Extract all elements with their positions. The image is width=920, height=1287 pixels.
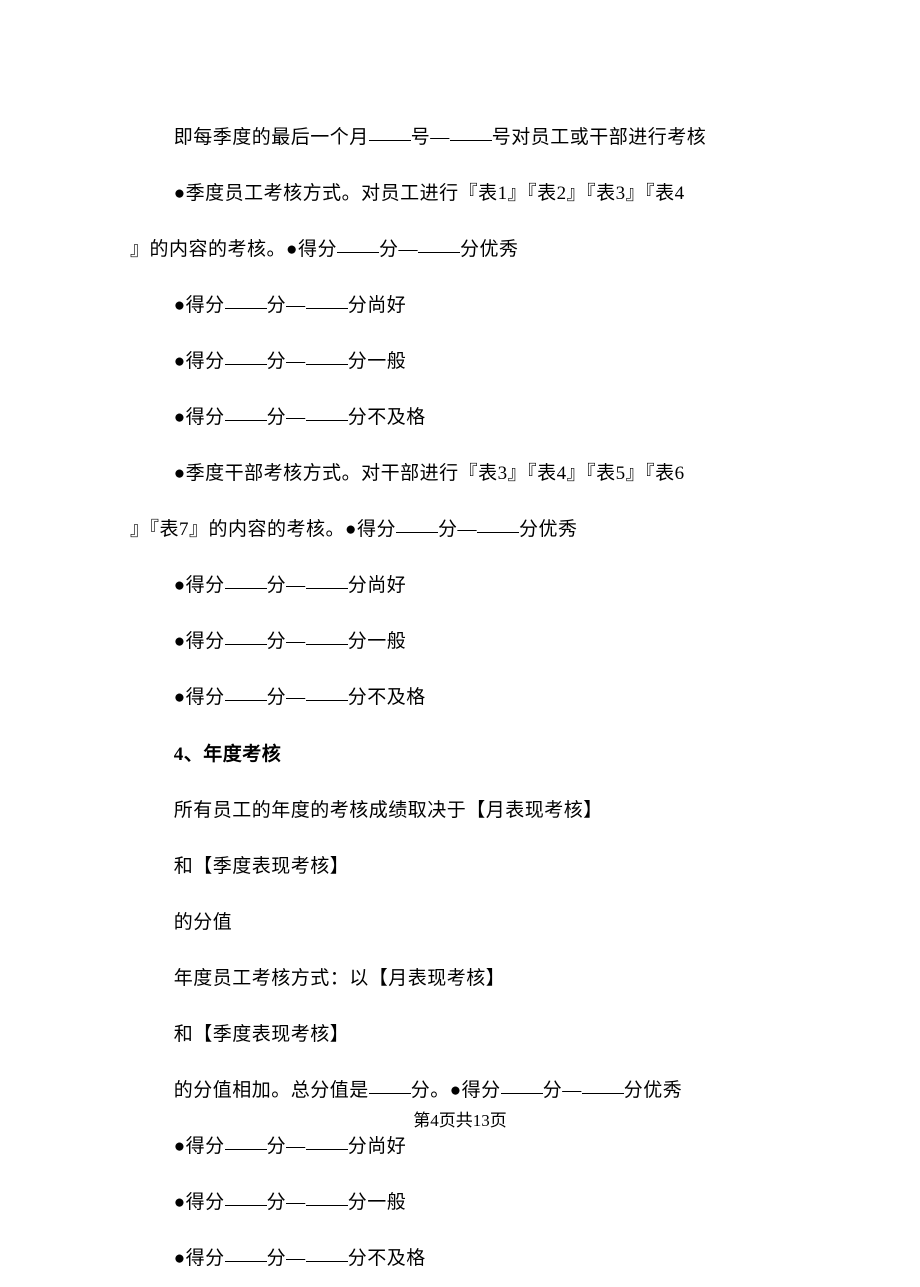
text: 分尚好 [348, 1136, 407, 1157]
text: 分— [267, 295, 306, 316]
text: 分— [267, 575, 306, 596]
text: ●得分 [174, 631, 225, 652]
line-19: ●得分 分— 分一般 [130, 1175, 790, 1231]
blank-field [450, 122, 492, 141]
blank-field [225, 570, 267, 589]
line-1: 即每季度的最后一个月 号— 号对员工或干部进行考核 [130, 110, 790, 166]
blank-field [337, 234, 379, 253]
text: 分— [267, 1248, 306, 1269]
blank-field [306, 346, 348, 365]
line-9: ●得分 分— 分尚好 [130, 558, 790, 614]
blank-field [306, 626, 348, 645]
blank-field [306, 1131, 348, 1150]
text: ●得分 [174, 1248, 225, 1269]
text: ●得分 [174, 575, 225, 596]
blank-field [306, 1243, 348, 1262]
blank-field [225, 1187, 267, 1206]
text: 号— [411, 127, 450, 148]
text: 的分值相加。总分值是 [174, 1080, 369, 1101]
line-4: ●得分 分— 分尚好 [130, 278, 790, 334]
text: ●季度员工考核方式。对员工进行『表1』『表2』『表3』『表4 [174, 183, 685, 204]
text: 年度员工考核方式：以【月表现考核】 [174, 968, 506, 989]
blank-field [501, 1075, 543, 1094]
blank-field [418, 234, 460, 253]
text: 所有员工的年度的考核成绩取决于【月表现考核】 [174, 800, 603, 821]
text: 分— [267, 1136, 306, 1157]
line-11: ●得分 分— 分不及格 [130, 670, 790, 726]
text: ●季度干部考核方式。对干部进行『表3』『表4』『表5』『表6 [174, 463, 685, 484]
text: ●得分 [174, 295, 225, 316]
line-16: 和【季度表现考核】 [130, 1007, 790, 1063]
text: 分。●得分 [411, 1080, 501, 1101]
text: 』的内容的考核。●得分 [130, 239, 337, 260]
text: 分— [267, 631, 306, 652]
page-footer: 第4页共13页 [0, 1106, 920, 1131]
text: 分不及格 [348, 407, 426, 428]
blank-field [225, 290, 267, 309]
line-2: ●季度员工考核方式。对员工进行『表1』『表2』『表3』『表4 [130, 166, 790, 222]
blank-field [225, 1243, 267, 1262]
text: 和【季度表现考核】 [174, 1024, 350, 1045]
text: 分— [267, 1192, 306, 1213]
text: ●得分 [174, 1192, 225, 1213]
text: ●得分 [174, 351, 225, 372]
text: 分— [379, 239, 418, 260]
text: ●得分 [174, 1136, 225, 1157]
text: 分— [267, 407, 306, 428]
text: 分一般 [348, 351, 407, 372]
text: 分一般 [348, 1192, 407, 1213]
section-header-4: 4、年度考核 [130, 727, 790, 783]
blank-field [306, 682, 348, 701]
line-8: 』『表7』的内容的考核。●得分 分— 分优秀 [130, 502, 790, 558]
document-content: 即每季度的最后一个月 号— 号对员工或干部进行考核 ●季度员工考核方式。对员工进行『… [0, 0, 920, 1287]
blank-field [225, 626, 267, 645]
text: 的分值 [174, 912, 233, 933]
blank-field [306, 1187, 348, 1206]
line-6: ●得分 分— 分不及格 [130, 390, 790, 446]
text: 分不及格 [348, 1248, 426, 1269]
text: 分一般 [348, 631, 407, 652]
blank-field [225, 402, 267, 421]
line-14: 的分值 [130, 895, 790, 951]
blank-field [225, 1131, 267, 1150]
page-number: 第4页共13页 [413, 1111, 507, 1130]
text: 即每季度的最后一个月 [174, 127, 369, 148]
blank-field [369, 122, 411, 141]
blank-field [369, 1075, 411, 1094]
line-20: ●得分 分— 分不及格 [130, 1231, 790, 1287]
text: ●得分 [174, 407, 225, 428]
text: 分优秀 [519, 519, 578, 540]
text: 分优秀 [624, 1080, 683, 1101]
blank-field [582, 1075, 624, 1094]
text: 4、年度考核 [174, 744, 282, 765]
line-10: ●得分 分— 分一般 [130, 614, 790, 670]
blank-field [306, 402, 348, 421]
text: 号对员工或干部进行考核 [492, 127, 707, 148]
line-12: 所有员工的年度的考核成绩取决于【月表现考核】 [130, 783, 790, 839]
blank-field [225, 682, 267, 701]
text: 分尚好 [348, 295, 407, 316]
text: 分— [543, 1080, 582, 1101]
line-3: 』的内容的考核。●得分 分— 分优秀 [130, 222, 790, 278]
text: 分不及格 [348, 687, 426, 708]
text: 分— [438, 519, 477, 540]
line-7: ●季度干部考核方式。对干部进行『表3』『表4』『表5』『表6 [130, 446, 790, 502]
text: 分优秀 [460, 239, 519, 260]
line-5: ●得分 分— 分一般 [130, 334, 790, 390]
blank-field [477, 514, 519, 533]
text: 和【季度表现考核】 [174, 856, 350, 877]
text: 』『表7』的内容的考核。●得分 [130, 519, 396, 540]
blank-field [306, 570, 348, 589]
text: 分— [267, 687, 306, 708]
text: 分— [267, 351, 306, 372]
line-15: 年度员工考核方式：以【月表现考核】 [130, 951, 790, 1007]
text: ●得分 [174, 687, 225, 708]
line-13: 和【季度表现考核】 [130, 839, 790, 895]
blank-field [225, 346, 267, 365]
blank-field [396, 514, 438, 533]
text: 分尚好 [348, 575, 407, 596]
blank-field [306, 290, 348, 309]
